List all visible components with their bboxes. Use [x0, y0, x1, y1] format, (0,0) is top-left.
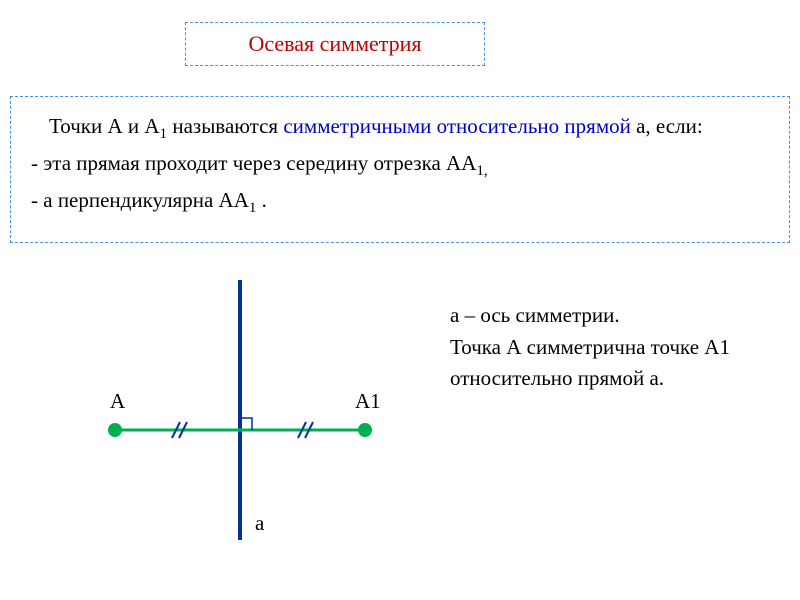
point-a: [108, 423, 122, 437]
page-title: Осевая симметрия: [248, 31, 421, 57]
caption-line-1: a – ось симметрии.: [450, 300, 780, 332]
label-axis: a: [255, 511, 265, 535]
definition-intro: Точки А и А1 называются симметричными от…: [49, 111, 771, 146]
label-point-a: А: [110, 389, 126, 413]
symmetry-diagram: А А1 a: [60, 260, 420, 560]
definition-bullet-2: - a перпендикулярна АА1 .: [31, 185, 771, 220]
diagram-caption: a – ось симметрии. Точка А симметрична т…: [450, 300, 780, 395]
caption-line-2: Точка А симметрична точке А1 относительн…: [450, 332, 780, 395]
title-box: Осевая симметрия: [185, 22, 485, 66]
label-point-a1: А1: [355, 389, 381, 413]
definition-box: Точки А и А1 называются симметричными от…: [10, 96, 790, 243]
definition-bullet-1: - эта прямая проходит через середину отр…: [31, 148, 771, 183]
point-a1: [358, 423, 372, 437]
